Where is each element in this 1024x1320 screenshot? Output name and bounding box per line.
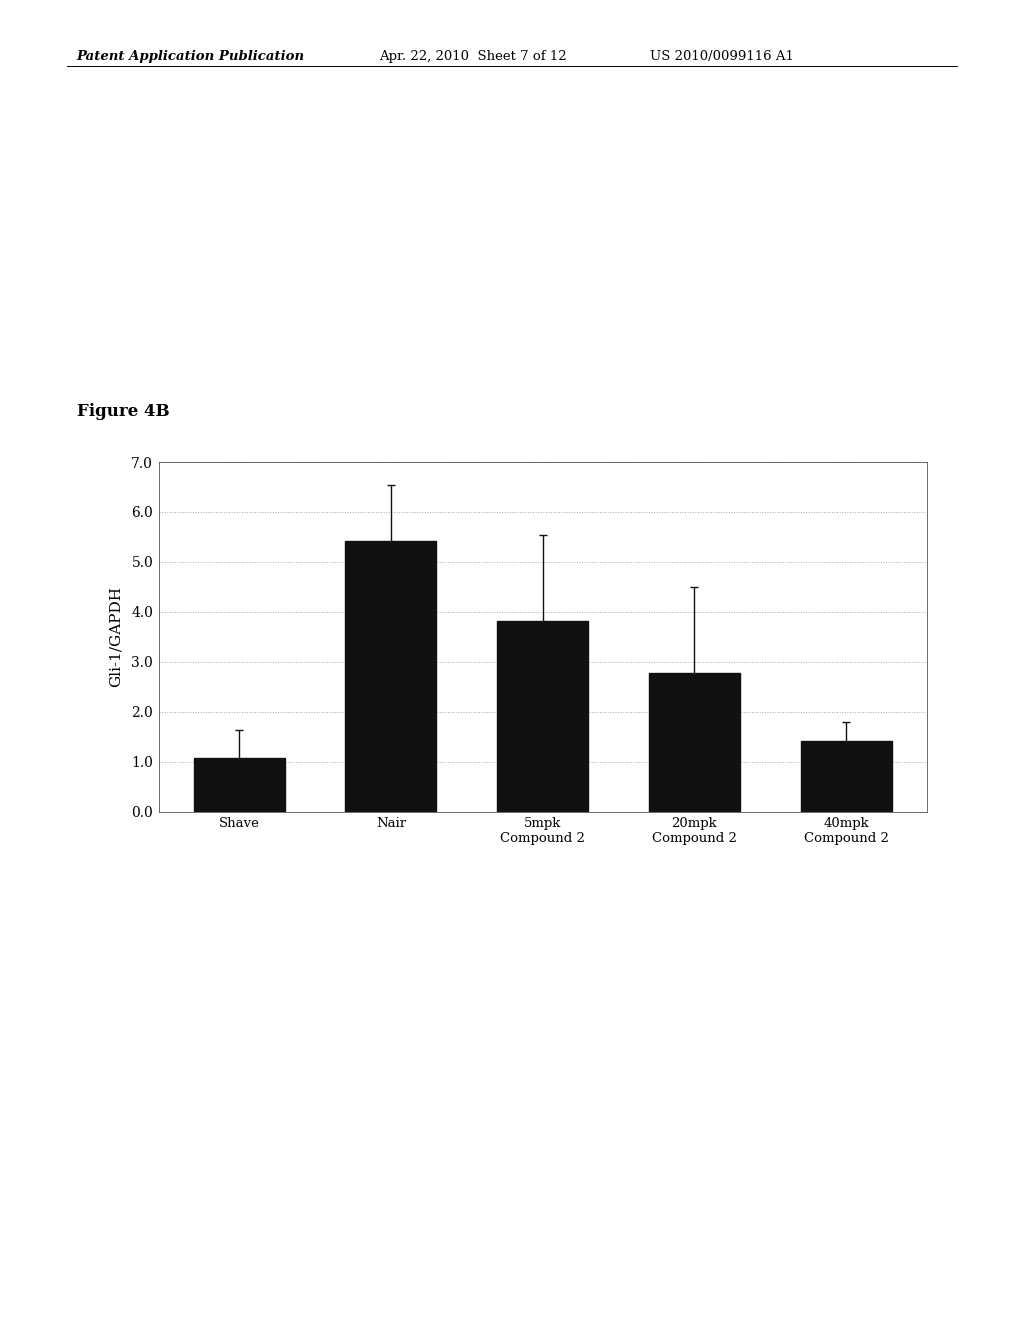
Bar [649,673,740,812]
Text: US 2010/0099116 A1: US 2010/0099116 A1 [650,50,795,63]
Text: Patent Application Publication: Patent Application Publication [77,50,305,63]
Bar [194,758,285,812]
Bar [498,620,588,812]
Bar [801,741,892,812]
Y-axis label: Gli-1/GAPDH: Gli-1/GAPDH [109,586,123,688]
Text: Apr. 22, 2010  Sheet 7 of 12: Apr. 22, 2010 Sheet 7 of 12 [379,50,566,63]
Bar [345,541,436,812]
Text: Figure 4B: Figure 4B [77,403,169,420]
